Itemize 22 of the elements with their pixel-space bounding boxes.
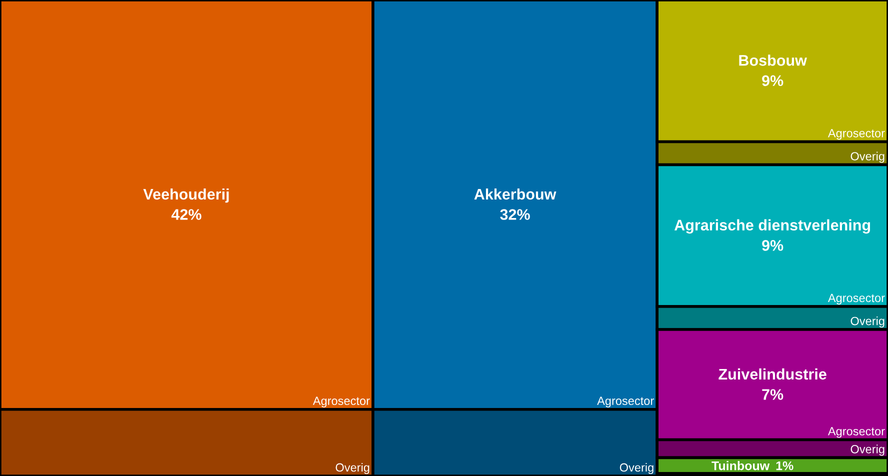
- text: Overig: [336, 462, 370, 474]
- text: Agrosector: [312, 396, 370, 408]
- data-label: 7%: [762, 389, 784, 400]
- text: Overig: [850, 444, 884, 456]
- text: Overig: [850, 152, 884, 163]
- text: Agrosector: [597, 396, 654, 408]
- category-label: Veehouderij: [143, 188, 229, 203]
- text: Overig: [850, 316, 884, 328]
- category-label: Tuinbouw: [712, 461, 770, 470]
- category-label: Zuivelindustrie: [718, 368, 826, 380]
- data-label: 1%: [776, 461, 794, 470]
- category-label: Agrarische dienstverlening: [674, 219, 870, 234]
- text: Agrosector: [828, 129, 885, 140]
- category-label: Bosbouw: [739, 54, 807, 66]
- category-label: Akkerbouw: [474, 188, 556, 200]
- text: Agrosector: [828, 294, 885, 304]
- data-label: 9%: [762, 240, 784, 251]
- data-label: 42%: [171, 209, 202, 220]
- data-label: 9%: [762, 75, 784, 86]
- text: Overig: [620, 462, 654, 474]
- data-label: 32%: [500, 209, 530, 220]
- text: Agrosector: [828, 427, 885, 438]
